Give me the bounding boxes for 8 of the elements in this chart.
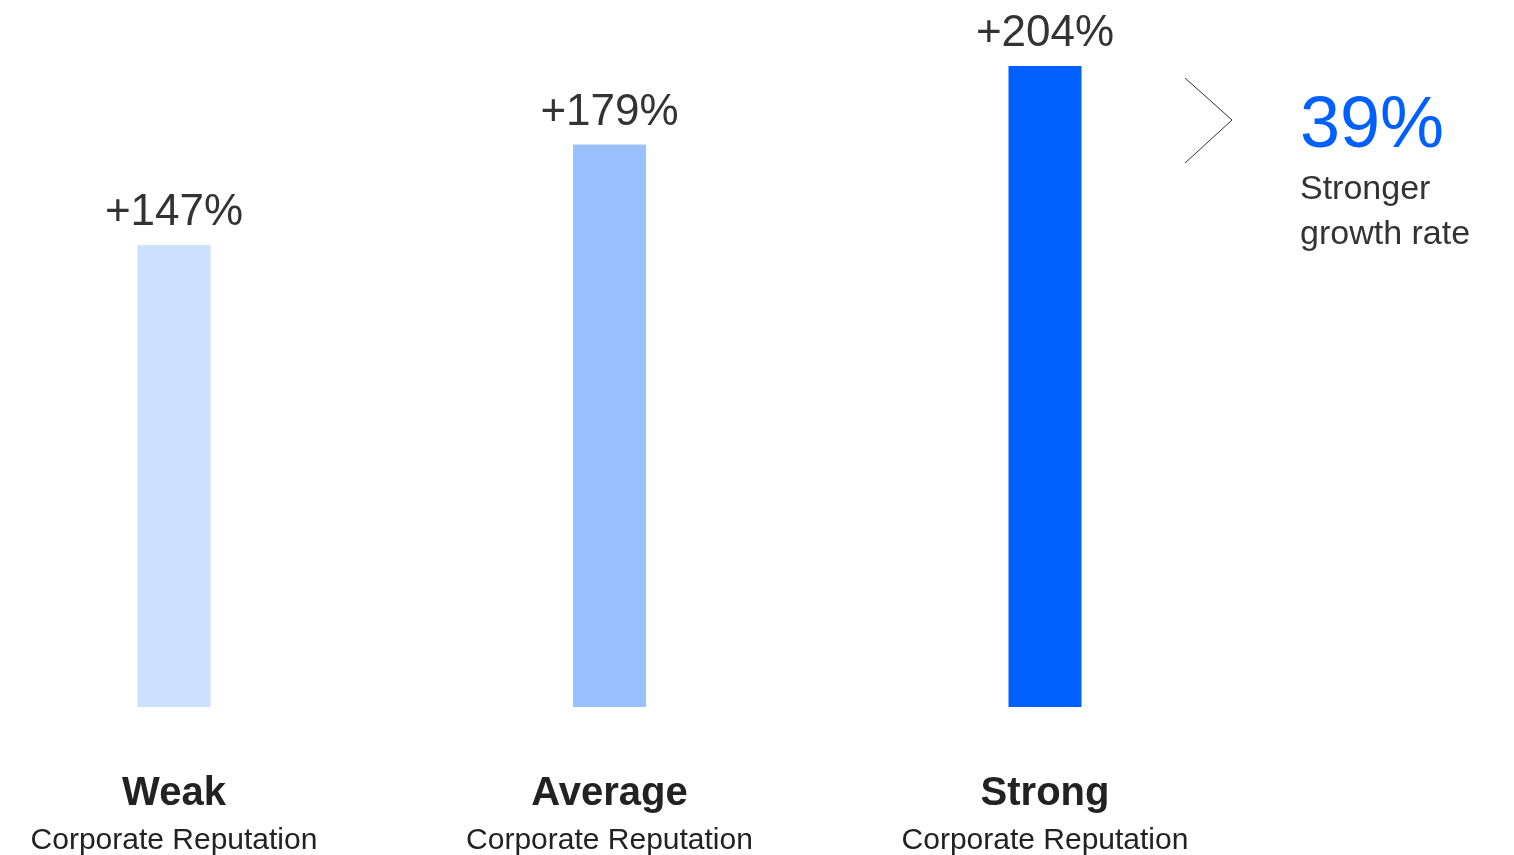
data-label: +179% — [540, 84, 679, 134]
data-label: +204% — [975, 6, 1115, 55]
text: 39% — [1300, 82, 1445, 162]
text: Stronger growth rate — [1300, 168, 1471, 251]
x-tick-label: Strong Corporate Reputation — [901, 769, 1189, 855]
data-label: +147% — [104, 185, 244, 235]
x-tick-label: Weak Corporate Reputation — [30, 769, 318, 855]
x-tick-label: Average Corporate Reputation — [466, 769, 753, 855]
